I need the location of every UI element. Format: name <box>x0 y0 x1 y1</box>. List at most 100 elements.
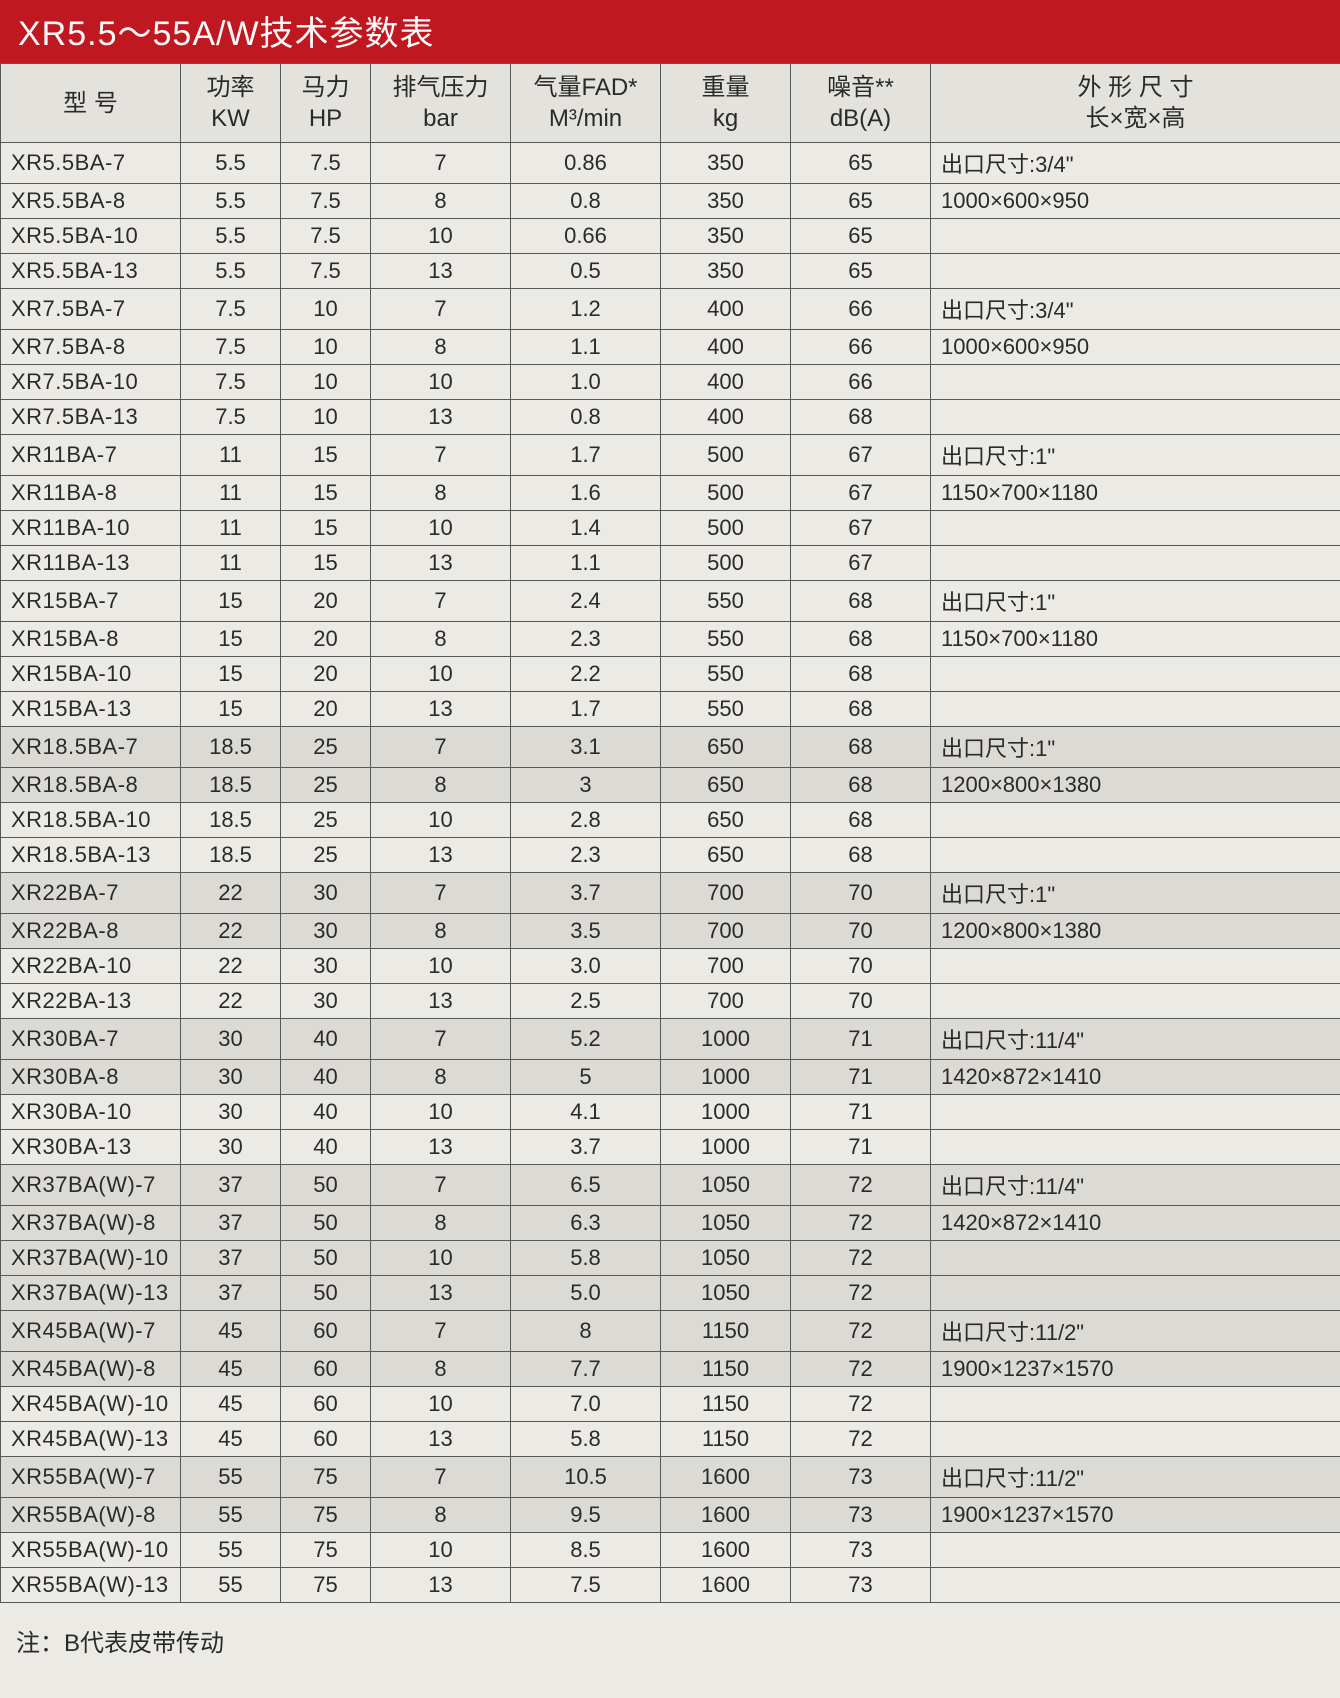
cell-model: XR18.5BA-8 <box>1 768 181 803</box>
spec-sheet: XR5.5～55A/W技术参数表 型 号 功率KW 马力HP 排气压力bar 气… <box>0 0 1340 1698</box>
cell-db: 70 <box>791 984 931 1019</box>
cell-dim: 出口尺寸:11/4" <box>931 1165 1340 1206</box>
table-row: XR22BA-132230132.570070 <box>1 984 1340 1019</box>
cell-fad: 0.5 <box>511 254 661 289</box>
cell-db: 67 <box>791 435 931 476</box>
cell-kg: 350 <box>661 184 791 219</box>
cell-db: 65 <box>791 184 931 219</box>
cell-model: XR30BA-8 <box>1 1060 181 1095</box>
cell-bar: 8 <box>371 476 511 511</box>
cell-dim <box>931 1568 1340 1603</box>
cell-kg: 700 <box>661 873 791 914</box>
cell-hp: 30 <box>281 914 371 949</box>
cell-dim: 出口尺寸:1" <box>931 581 1340 622</box>
cell-hp: 10 <box>281 365 371 400</box>
cell-model: XR22BA-7 <box>1 873 181 914</box>
table-row: XR5.5BA-135.57.5130.535065 <box>1 254 1340 289</box>
cell-model: XR37BA(W)-10 <box>1 1241 181 1276</box>
cell-kg: 1000 <box>661 1060 791 1095</box>
cell-kw: 11 <box>181 511 281 546</box>
cell-fad: 9.5 <box>511 1498 661 1533</box>
cell-dim: 出口尺寸:3/4" <box>931 143 1340 184</box>
cell-kw: 11 <box>181 435 281 476</box>
cell-dim: 1200×800×1380 <box>931 768 1340 803</box>
cell-db: 72 <box>791 1241 931 1276</box>
cell-db: 66 <box>791 289 931 330</box>
cell-kw: 7.5 <box>181 365 281 400</box>
footnote: 注：B代表皮带传动 <box>0 1603 1340 1658</box>
cell-hp: 75 <box>281 1568 371 1603</box>
cell-model: XR37BA(W)-8 <box>1 1206 181 1241</box>
cell-hp: 50 <box>281 1206 371 1241</box>
cell-fad: 4.1 <box>511 1095 661 1130</box>
cell-db: 68 <box>791 622 931 657</box>
table-row: XR30BA-103040104.1100071 <box>1 1095 1340 1130</box>
table-row: XR15BA-101520102.255068 <box>1 657 1340 692</box>
cell-bar: 13 <box>371 1568 511 1603</box>
table-row: XR7.5BA-137.510130.840068 <box>1 400 1340 435</box>
cell-model: XR37BA(W)-7 <box>1 1165 181 1206</box>
cell-db: 73 <box>791 1533 931 1568</box>
cell-model: XR45BA(W)-13 <box>1 1422 181 1457</box>
cell-bar: 13 <box>371 400 511 435</box>
cell-bar: 10 <box>371 1387 511 1422</box>
cell-bar: 10 <box>371 657 511 692</box>
cell-model: XR45BA(W)-10 <box>1 1387 181 1422</box>
cell-dim: 出口尺寸:1" <box>931 873 1340 914</box>
cell-dim <box>931 511 1340 546</box>
cell-hp: 15 <box>281 546 371 581</box>
cell-dim <box>931 1387 1340 1422</box>
cell-kg: 550 <box>661 657 791 692</box>
cell-kg: 350 <box>661 254 791 289</box>
cell-db: 73 <box>791 1457 931 1498</box>
cell-kw: 15 <box>181 692 281 727</box>
cell-model: XR22BA-8 <box>1 914 181 949</box>
cell-model: XR11BA-8 <box>1 476 181 511</box>
cell-fad: 0.66 <box>511 219 661 254</box>
cell-db: 72 <box>791 1276 931 1311</box>
cell-bar: 8 <box>371 622 511 657</box>
cell-fad: 5.8 <box>511 1241 661 1276</box>
table-row: XR11BA-7111571.750067出口尺寸:1" <box>1 435 1340 476</box>
cell-model: XR7.5BA-8 <box>1 330 181 365</box>
table-row: XR30BA-7304075.2100071出口尺寸:11/4" <box>1 1019 1340 1060</box>
cell-fad: 10.5 <box>511 1457 661 1498</box>
cell-db: 68 <box>791 727 931 768</box>
cell-kg: 550 <box>661 581 791 622</box>
cell-kg: 650 <box>661 768 791 803</box>
cell-bar: 10 <box>371 1095 511 1130</box>
table-row: XR22BA-102230103.070070 <box>1 949 1340 984</box>
cell-kg: 550 <box>661 622 791 657</box>
cell-kg: 1050 <box>661 1165 791 1206</box>
cell-hp: 50 <box>281 1276 371 1311</box>
cell-model: XR18.5BA-13 <box>1 838 181 873</box>
cell-fad: 2.8 <box>511 803 661 838</box>
cell-kw: 18.5 <box>181 727 281 768</box>
cell-dim: 1150×700×1180 <box>931 622 1340 657</box>
cell-dim <box>931 400 1340 435</box>
cell-hp: 60 <box>281 1422 371 1457</box>
cell-kg: 500 <box>661 546 791 581</box>
cell-kw: 11 <box>181 546 281 581</box>
cell-db: 65 <box>791 254 931 289</box>
cell-dim <box>931 365 1340 400</box>
cell-db: 71 <box>791 1019 931 1060</box>
cell-fad: 1.6 <box>511 476 661 511</box>
table-row: XR11BA-131115131.150067 <box>1 546 1340 581</box>
cell-model: XR11BA-10 <box>1 511 181 546</box>
cell-hp: 30 <box>281 949 371 984</box>
cell-fad: 1.0 <box>511 365 661 400</box>
table-row: XR30BA-133040133.7100071 <box>1 1130 1340 1165</box>
table-row: XR7.5BA-107.510101.040066 <box>1 365 1340 400</box>
cell-fad: 3.7 <box>511 873 661 914</box>
cell-kw: 45 <box>181 1387 281 1422</box>
cell-db: 68 <box>791 768 931 803</box>
cell-model: XR5.5BA-7 <box>1 143 181 184</box>
cell-dim <box>931 1276 1340 1311</box>
cell-dim <box>931 1241 1340 1276</box>
cell-dim <box>931 692 1340 727</box>
cell-kw: 37 <box>181 1206 281 1241</box>
cell-model: XR55BA(W)-8 <box>1 1498 181 1533</box>
cell-model: XR18.5BA-7 <box>1 727 181 768</box>
cell-kw: 55 <box>181 1498 281 1533</box>
